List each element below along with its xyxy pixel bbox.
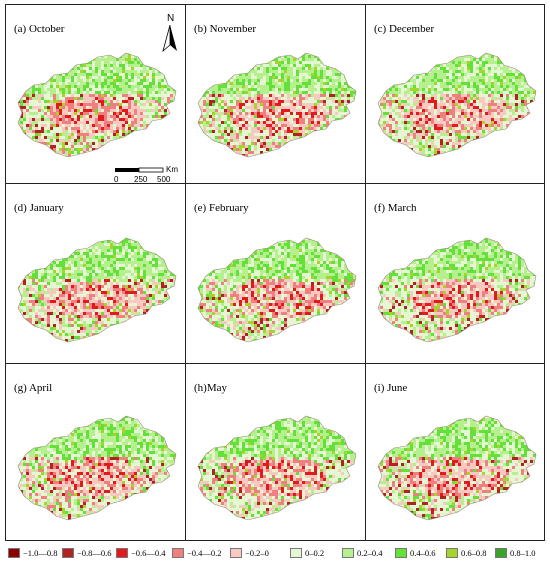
region-map [197,52,357,158]
grid-divider [6,183,544,184]
legend-label: 0.4–0.6 [410,548,436,558]
north-arrow-icon [162,25,177,53]
grid-divider [185,5,186,540]
legend-swatch [395,548,407,558]
legend-item: 0–0.2 [290,546,324,560]
panel-october: (a) October [6,5,185,183]
legend-label: 0–0.2 [305,548,325,558]
grid-divider [365,5,366,540]
panel-june: (i) June [366,364,544,540]
legend-swatch [116,548,128,558]
panel-april: (g) April [6,364,185,540]
panel-november: (b) November [186,5,365,183]
panel-label: (i) June [374,382,408,394]
panel-february: (e) February [186,184,365,363]
legend-swatch [446,548,458,558]
panel-label: (b) November [194,23,257,35]
panel-label: (a) October [14,23,65,35]
region-map [17,52,177,158]
scale-bar: Km 0 250 500 [114,163,184,187]
region-map [377,415,537,521]
legend-label: 0.8–1.0 [510,548,536,558]
panel-label: (h)May [194,382,227,394]
panel-label: (c) December [374,23,435,35]
legend-label: −0.8—0.6 [77,548,112,558]
grid-divider [6,363,544,364]
panel-label: (e) February [194,202,249,214]
panel-may: (h)May [186,364,365,540]
legend-swatch [172,548,184,558]
north-arrow-letter: N [167,13,175,24]
legend-label: −0.6—0.4 [131,548,166,558]
scale-bar-tick: 0 [114,175,119,184]
region-map [17,237,177,343]
legend-item: 0.2–0.4 [342,546,383,560]
region-map [17,415,177,521]
panel-january: (d) January [6,184,185,363]
legend-swatch [62,548,74,558]
map-grid: (a) October (b) November (c) December (d… [5,4,545,541]
legend-item: −0.2–0 [230,546,269,560]
legend-swatch [8,548,20,558]
legend-item: 0.4–0.6 [395,546,436,560]
scale-bar-tick: 250 [134,175,148,184]
legend-label: −0.2–0 [245,548,269,558]
legend-item: −0.8—0.6 [62,546,112,560]
legend-item: −0.4—0.2 [172,546,222,560]
legend-label: 0.2–0.4 [357,548,383,558]
panel-label: (g) April [14,382,53,394]
legend-item: 0.8–1.0 [495,546,536,560]
legend-label: −0.4—0.2 [187,548,222,558]
region-map [197,415,357,521]
scale-bar-tick: 500 [157,175,171,184]
legend-label: 0.6–0.8 [461,548,487,558]
legend-item: −0.6—0.4 [116,546,166,560]
panel-label: (d) January [14,202,64,214]
legend-label: −1.0—0.8 [23,548,58,558]
legend-item: −1.0—0.8 [8,546,58,560]
panel-march: (f) March [366,184,544,363]
scale-bar-graphic [115,167,164,173]
panel-december: (c) December [366,5,544,183]
region-map [377,237,537,343]
legend-swatch [290,548,302,558]
panel-label: (f) March [374,202,417,214]
scale-bar-unit: Km [166,165,178,174]
legend-item: 0.6–0.8 [446,546,487,560]
legend-swatch [495,548,507,558]
region-map [197,237,357,343]
legend: −1.0—0.8 −0.8—0.6 −0.6—0.4 −0.4—0.2 −0.2–0 0–… [6,546,546,562]
region-map [377,52,537,158]
legend-swatch [230,548,242,558]
legend-swatch [342,548,354,558]
